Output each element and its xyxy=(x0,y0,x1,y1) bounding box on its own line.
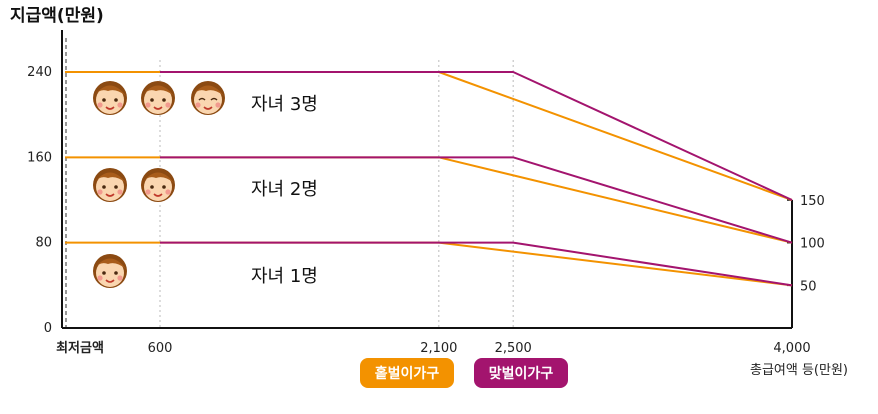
x-tick-label: 600 xyxy=(148,341,173,356)
group-label: 자녀 1명 xyxy=(251,266,318,287)
gridlines xyxy=(65,38,514,328)
eye xyxy=(150,98,154,102)
cheek xyxy=(117,275,123,281)
single-earner-line xyxy=(65,156,793,244)
single-earner-line xyxy=(65,241,793,287)
child-face-icon xyxy=(93,254,127,288)
eye xyxy=(114,271,118,275)
eye xyxy=(102,271,106,275)
group-label: 자녀 2명 xyxy=(251,179,318,200)
cheek xyxy=(117,102,123,108)
child-face-icon xyxy=(141,168,175,202)
eye xyxy=(102,98,106,102)
child-faces xyxy=(93,81,225,288)
hair-front xyxy=(192,85,224,96)
legend-single-earner: 홑벌이가구 xyxy=(360,358,454,388)
right-tick-label: 100 xyxy=(800,237,825,252)
labels: 0 80 160 240 50 100 150 600 2,100 2,500 4,000 최저금액 지… xyxy=(10,6,848,378)
y-tick-label: 0 xyxy=(44,321,52,336)
x-tick-label: 2,100 xyxy=(420,341,457,356)
group-label: 자녀 3명 xyxy=(251,94,318,115)
cheek xyxy=(97,275,103,281)
right-tick-label: 50 xyxy=(800,279,817,294)
face xyxy=(144,173,172,201)
hair-front xyxy=(142,85,174,96)
eye xyxy=(198,97,206,101)
dual-earner-line xyxy=(160,71,793,201)
y-axis-title: 지급액(만원) xyxy=(10,6,104,26)
mouth xyxy=(105,279,115,283)
cheek xyxy=(97,102,103,108)
child-face-icon xyxy=(141,81,175,115)
hair-front xyxy=(94,172,126,183)
child-face-icon xyxy=(93,168,127,202)
hair-front xyxy=(142,172,174,183)
x-tick-label: 2,500 xyxy=(495,341,532,356)
mouth xyxy=(105,193,115,197)
eye xyxy=(102,185,106,189)
eye xyxy=(162,185,166,189)
mouth xyxy=(105,106,115,110)
mouth xyxy=(153,193,163,197)
face xyxy=(144,86,172,114)
right-tick-label: 150 xyxy=(800,194,825,209)
face xyxy=(96,259,124,287)
child-face-icon xyxy=(191,81,225,115)
x-axis-title: 총급여액 등(만원) xyxy=(750,363,848,378)
child-face-icon xyxy=(93,81,127,115)
cheek xyxy=(145,102,151,108)
eye xyxy=(114,98,118,102)
y-tick-label: 80 xyxy=(35,236,52,251)
eye xyxy=(150,185,154,189)
eye xyxy=(114,185,118,189)
face xyxy=(96,173,124,201)
cheek xyxy=(97,189,103,195)
mouth xyxy=(203,106,213,110)
dual-earner-line xyxy=(160,156,793,244)
cheek xyxy=(165,102,171,108)
face xyxy=(96,86,124,114)
legend-dual-earner: 맞벌이가구 xyxy=(474,358,568,388)
cheek xyxy=(117,189,123,195)
hair-front xyxy=(94,85,126,96)
cheek xyxy=(165,189,171,195)
eye xyxy=(162,98,166,102)
face xyxy=(194,86,222,114)
x-min-label: 최저금액 xyxy=(56,341,104,356)
series-lines xyxy=(65,71,793,287)
dual-earner-line xyxy=(160,241,793,287)
cheek xyxy=(195,102,201,108)
y-tick-label: 240 xyxy=(27,65,52,80)
cheek xyxy=(145,189,151,195)
eye xyxy=(210,97,218,101)
x-tick-label: 4,000 xyxy=(773,341,810,356)
y-tick-label: 160 xyxy=(27,150,52,165)
hair-front xyxy=(94,258,126,269)
cheek xyxy=(215,102,221,108)
mouth xyxy=(153,106,163,110)
